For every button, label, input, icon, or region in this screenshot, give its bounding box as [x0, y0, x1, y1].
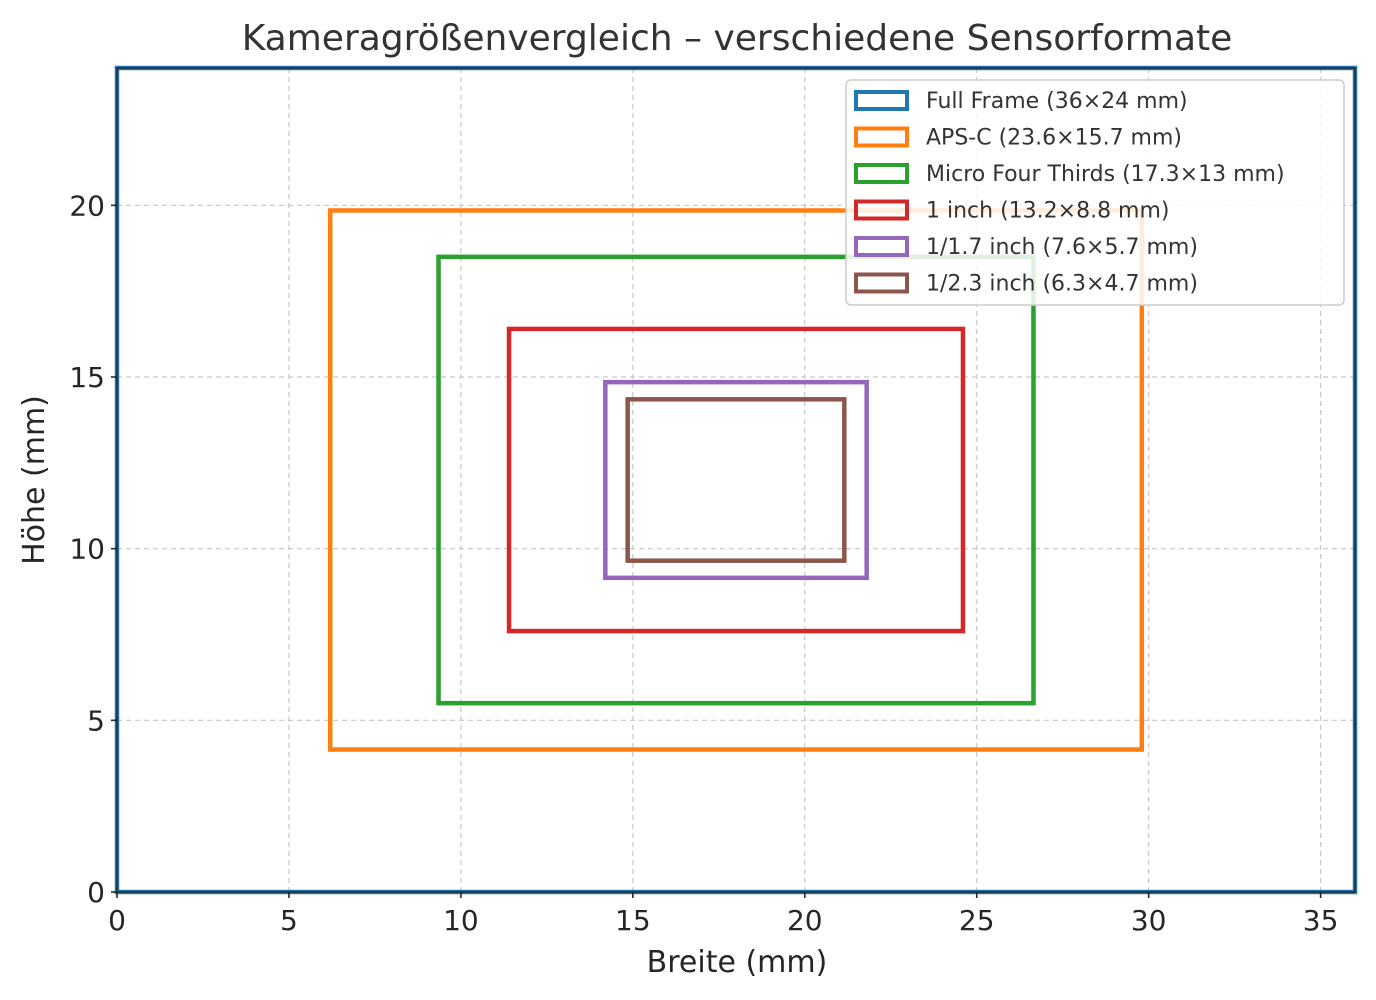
- x-tick-label: 5: [280, 904, 298, 937]
- legend-label: Micro Four Thirds (17.3×13 mm): [926, 162, 1285, 187]
- legend-swatch: [854, 90, 909, 111]
- x-tick-label: 10: [443, 904, 479, 937]
- legend-swatch: [854, 126, 909, 148]
- legend-label: APS-C (23.6×15.7 mm): [926, 126, 1182, 151]
- y-tick-label: 10: [69, 533, 105, 566]
- legend-swatch: [854, 163, 909, 184]
- legend-label: 1 inch (13.2×8.8 mm): [926, 199, 1170, 224]
- sensor-rect-3: [436, 254, 1036, 706]
- sensor-rect-6: [625, 397, 847, 563]
- y-axis-label: Höhe (mm): [17, 395, 52, 565]
- x-tick-label: 30: [1131, 904, 1167, 937]
- y-tick-label: 20: [69, 189, 105, 222]
- axis-ticks: 0 5 10 15 20 25 30 35 0 5 10 15 20: [69, 189, 1338, 937]
- x-tick-label: 0: [108, 904, 126, 937]
- plot-frame: [116, 67, 1356, 893]
- x-axis-label: Breite (mm): [647, 945, 828, 980]
- legend-swatch: [854, 236, 909, 257]
- sensor-rect-2: [327, 208, 1145, 752]
- legend-label: Full Frame (36×24 mm): [926, 89, 1188, 114]
- y-tick-label: 0: [87, 876, 105, 909]
- x-tick-label: 25: [959, 904, 995, 937]
- legend-swatch: [854, 272, 909, 294]
- y-tick-label: 5: [87, 704, 105, 737]
- x-tick-label: 20: [787, 904, 823, 937]
- legend-box: [845, 79, 1345, 306]
- legend-label: 1/1.7 inch (7.6×5.7 mm): [926, 235, 1198, 260]
- legend-swatch: [854, 199, 909, 221]
- sensor-rect-4: [506, 326, 966, 634]
- x-tick-label: 15: [615, 904, 651, 937]
- x-tick-label: 35: [1303, 904, 1339, 937]
- sensor-rect-5: [603, 379, 869, 581]
- legend-label: 1/2.3 inch (6.3×4.7 mm): [926, 272, 1198, 297]
- y-tick-label: 15: [69, 361, 105, 394]
- chart-title: Kameragrößenvergleich – verschiedene Sen…: [242, 18, 1233, 59]
- legend: Full Frame (36×24 mm) APS-C (23.6×15.7 mm…: [845, 79, 1345, 306]
